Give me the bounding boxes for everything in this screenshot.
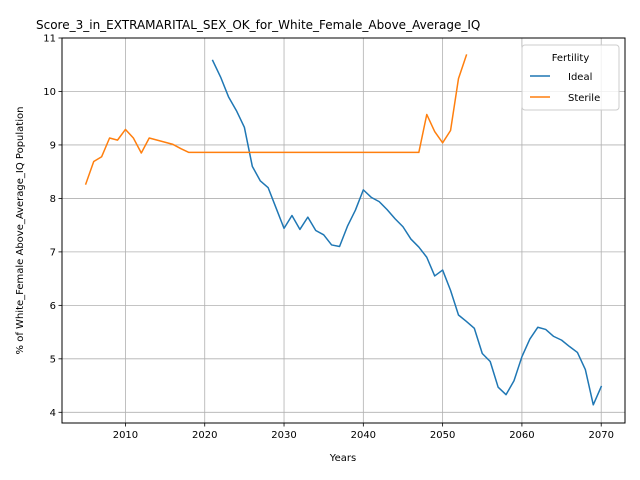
- y-tick-label: 10: [43, 87, 56, 98]
- x-tick-label: 2060: [509, 430, 534, 441]
- y-tick-label: 9: [50, 140, 56, 151]
- series-lines: [84, 54, 603, 406]
- x-axis-label: Years: [329, 453, 356, 464]
- x-tick-label: 2010: [113, 430, 138, 441]
- legend-box: [521, 44, 620, 111]
- legend-label-sterile: Sterile: [568, 93, 600, 104]
- x-axis-ticks: 2010 2020 2030 2040 2050 2060 2070: [113, 423, 614, 441]
- y-tick-label: 8: [50, 194, 56, 205]
- legend-label-ideal: Ideal: [568, 72, 592, 83]
- y-tick-label: 4: [50, 408, 56, 419]
- x-tick-label: 2070: [588, 430, 613, 441]
- legend: Fertility Ideal Sterile: [521, 44, 620, 111]
- y-tick-label: 5: [50, 354, 56, 365]
- series-line-ideal: [211, 59, 603, 406]
- y-tick-label: 7: [50, 247, 56, 258]
- legend-title: Fertility: [552, 53, 590, 64]
- x-tick-label: 2050: [430, 430, 455, 441]
- x-tick-label: 2030: [271, 430, 296, 441]
- series-line-sterile: [84, 54, 468, 185]
- x-tick-label: 2040: [351, 430, 376, 441]
- plot-area-frame: [61, 37, 626, 424]
- y-tick-label: 11: [43, 34, 56, 45]
- x-tick-label: 2020: [192, 430, 217, 441]
- chart-title: Score_3_in_EXTRAMARITAL_SEX_OK_for_White…: [36, 18, 480, 32]
- y-axis-label: % of White_Female Above_Average_IQ Popul…: [15, 107, 26, 355]
- y-tick-label: 6: [50, 301, 56, 312]
- y-axis-ticks: 4 5 6 7 8 9 10 11: [43, 34, 62, 419]
